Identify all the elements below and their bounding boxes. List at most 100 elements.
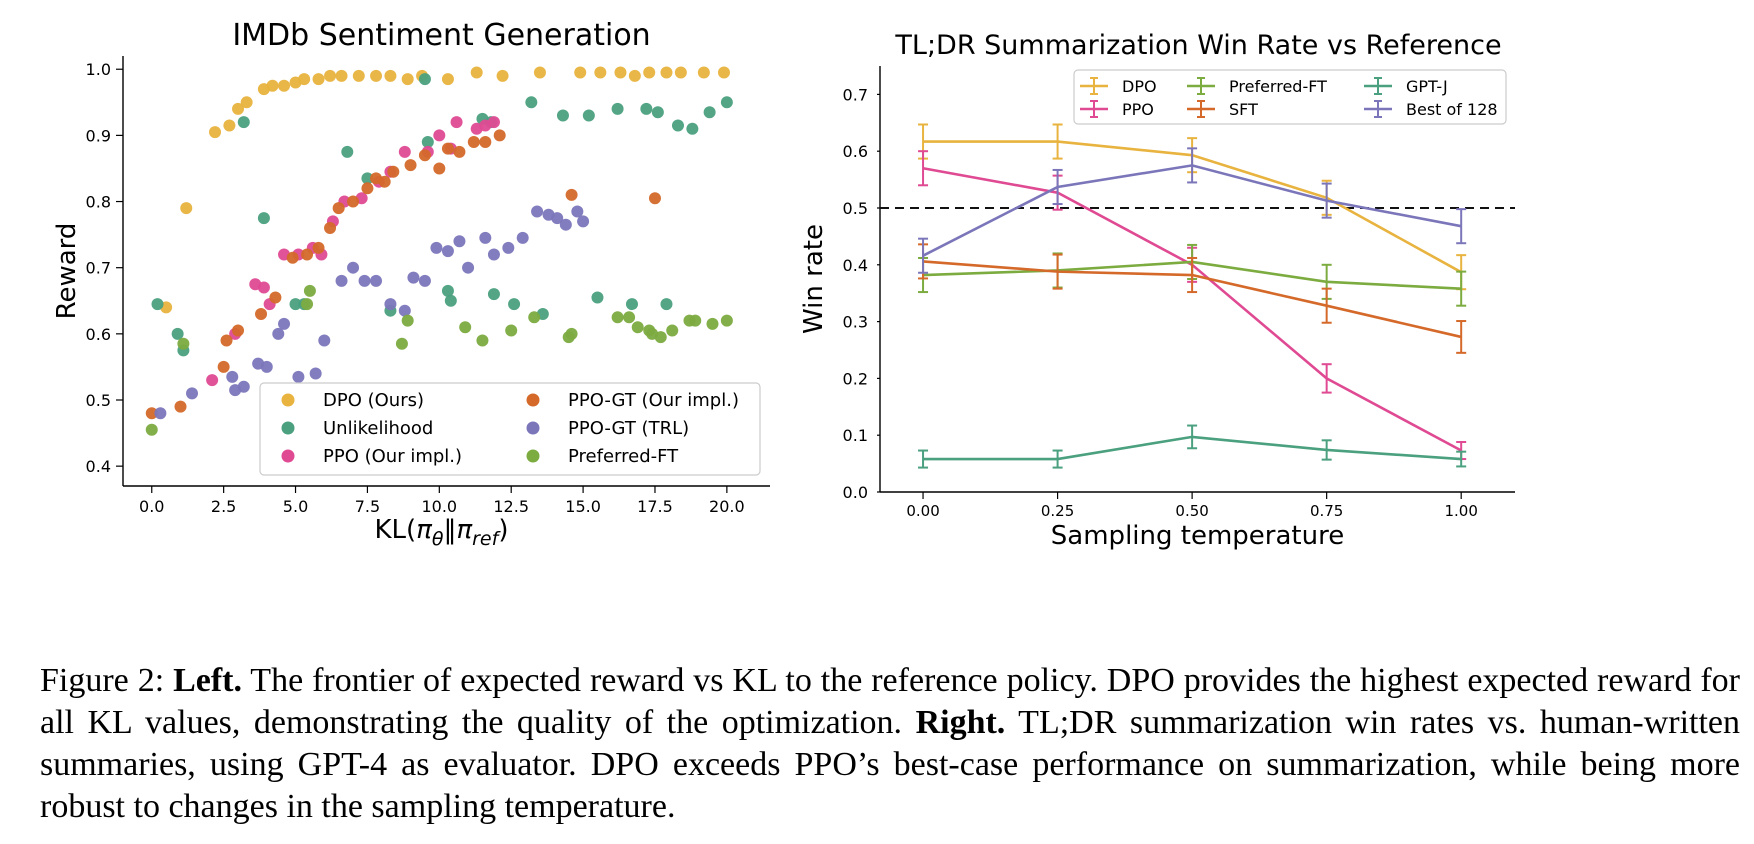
point-preferred-ft: [301, 298, 314, 311]
legend: DPO PPO Preferred-FT SFT GPT-J Best of 128: [1073, 69, 1507, 125]
point-ppo-gt-trl: [278, 317, 291, 330]
point-preferred-ft: [528, 311, 541, 324]
point-dpo-ours: [266, 79, 279, 92]
x-tick-label: 0.75: [1310, 502, 1343, 520]
legend-frame: [259, 382, 761, 476]
point-unlikelihood: [487, 288, 500, 301]
point-ppo-gt-trl: [292, 370, 305, 383]
point-dpo-ours: [240, 96, 253, 109]
point-unlikelihood: [151, 298, 164, 311]
x-tick-label: 12.5: [493, 497, 529, 516]
point-ppo-gt-trl: [577, 215, 590, 228]
point-ppo-gt-trl: [260, 360, 273, 373]
point-preferred-ft: [666, 324, 679, 337]
point-unlikelihood: [671, 119, 684, 132]
legend: DPO (Ours) Unlikelihood PPO (Our impl.) PPO…: [259, 382, 761, 476]
y-tick-label: 0.9: [86, 126, 111, 145]
chart-title: TL;DR Summarization Win Rate vs Referenc…: [894, 30, 1501, 61]
y-tick-label: 0.5: [86, 391, 111, 410]
point-preferred-ft: [505, 324, 518, 337]
legend-label: Preferred-FT: [1229, 77, 1327, 96]
point-ppo-gt-trl: [398, 304, 411, 317]
point-ppo-gt-our-impl: [493, 129, 506, 142]
legend-marker: [281, 449, 295, 463]
x-tick-label: 10.0: [421, 497, 457, 516]
y-tick-label: 0.6: [86, 325, 111, 344]
caption-prefix: Figure 2:: [40, 662, 174, 699]
legend-label: PPO-GT (TRL): [568, 418, 689, 439]
point-ppo-gt-our-impl: [286, 251, 299, 264]
y-tick-label: 0.5: [843, 199, 868, 218]
point-ppo-gt-trl: [487, 248, 500, 261]
y-tick-label: 0.8: [86, 193, 111, 212]
point-unlikelihood: [361, 172, 374, 185]
point-preferred-ft: [401, 314, 414, 327]
legend-label: DPO: [1122, 77, 1157, 96]
point-unlikelihood: [651, 106, 664, 119]
point-ppo-gt-trl: [462, 261, 475, 274]
y-tick-label: 0.0: [843, 483, 868, 502]
point-preferred-ft: [706, 317, 719, 330]
point-unlikelihood: [237, 116, 250, 129]
legend-marker: [526, 393, 540, 407]
point-ppo-gt-trl: [384, 298, 397, 311]
point-ppo-gt-our-impl: [232, 324, 245, 337]
legend-frame: [1073, 69, 1507, 125]
series-lines: [918, 123, 1467, 469]
point-preferred-ft: [611, 311, 624, 324]
legend-marker: [281, 421, 295, 435]
point-ppo-gt-our-impl: [565, 188, 578, 201]
point-dpo-ours: [324, 69, 337, 82]
x-tick-label: 15.0: [565, 497, 601, 516]
y-tick-label: 0.6: [843, 142, 868, 161]
point-ppo-gt-trl: [453, 235, 466, 248]
chart-title: IMDb Sentiment Generation: [232, 18, 650, 53]
point-unlikelihood: [591, 291, 604, 304]
legend-label: DPO (Ours): [323, 390, 424, 411]
point-ppo-gt-trl: [516, 231, 529, 244]
y-tick-label: 0.7: [86, 259, 111, 278]
point-ppo-gt-our-impl: [433, 162, 446, 175]
point-dpo-ours: [335, 69, 348, 82]
scatter-points: [145, 66, 733, 436]
legend-label: Best of 128: [1406, 100, 1498, 119]
point-unlikelihood: [508, 298, 521, 311]
point-preferred-ft: [177, 337, 190, 350]
point-ppo-gt-trl: [272, 327, 285, 340]
point-ppo-gt-trl: [430, 241, 443, 254]
point-unlikelihood: [289, 298, 302, 311]
point-ppo-gt-our-impl: [332, 202, 345, 215]
caption-left-text: The frontier of expected reward vs KL to…: [40, 662, 1741, 741]
point-ppo-gt-our-impl: [220, 334, 233, 347]
y-tick-label: 0.7: [843, 85, 868, 104]
point-ppo-gt-trl: [551, 212, 564, 225]
point-ppo-our-impl: [433, 129, 446, 142]
point-preferred-ft: [689, 314, 702, 327]
point-dpo-ours: [223, 119, 236, 132]
point-ppo-gt-our-impl: [324, 222, 337, 234]
point-preferred-ft: [565, 327, 578, 340]
legend-marker: [526, 421, 540, 435]
y-tick-label: 0.3: [843, 313, 868, 332]
point-unlikelihood: [441, 284, 454, 297]
point-preferred-ft: [145, 423, 158, 436]
point-preferred-ft: [395, 337, 408, 350]
x-tick-label: 17.5: [637, 497, 673, 516]
point-unlikelihood: [525, 96, 538, 109]
point-unlikelihood: [582, 109, 595, 122]
x-tick-label: 0.25: [1041, 502, 1074, 520]
point-dpo-ours: [180, 202, 193, 215]
point-dpo-ours: [697, 66, 710, 79]
point-unlikelihood: [703, 106, 716, 119]
x-axis-label: KL(πθ‖πref): [375, 515, 509, 550]
x-tick-label: 20.0: [709, 497, 745, 516]
legend-label: PPO: [1122, 100, 1154, 119]
point-dpo-ours: [278, 79, 291, 92]
legend-label: GPT-J: [1406, 77, 1448, 96]
point-dpo-ours: [470, 66, 483, 79]
point-ppo-gt-trl: [347, 261, 360, 274]
point-preferred-ft: [631, 321, 644, 334]
point-preferred-ft: [623, 311, 636, 324]
x-tick-label: 2.5: [211, 497, 236, 516]
caption-left-label: Left.: [173, 662, 242, 699]
